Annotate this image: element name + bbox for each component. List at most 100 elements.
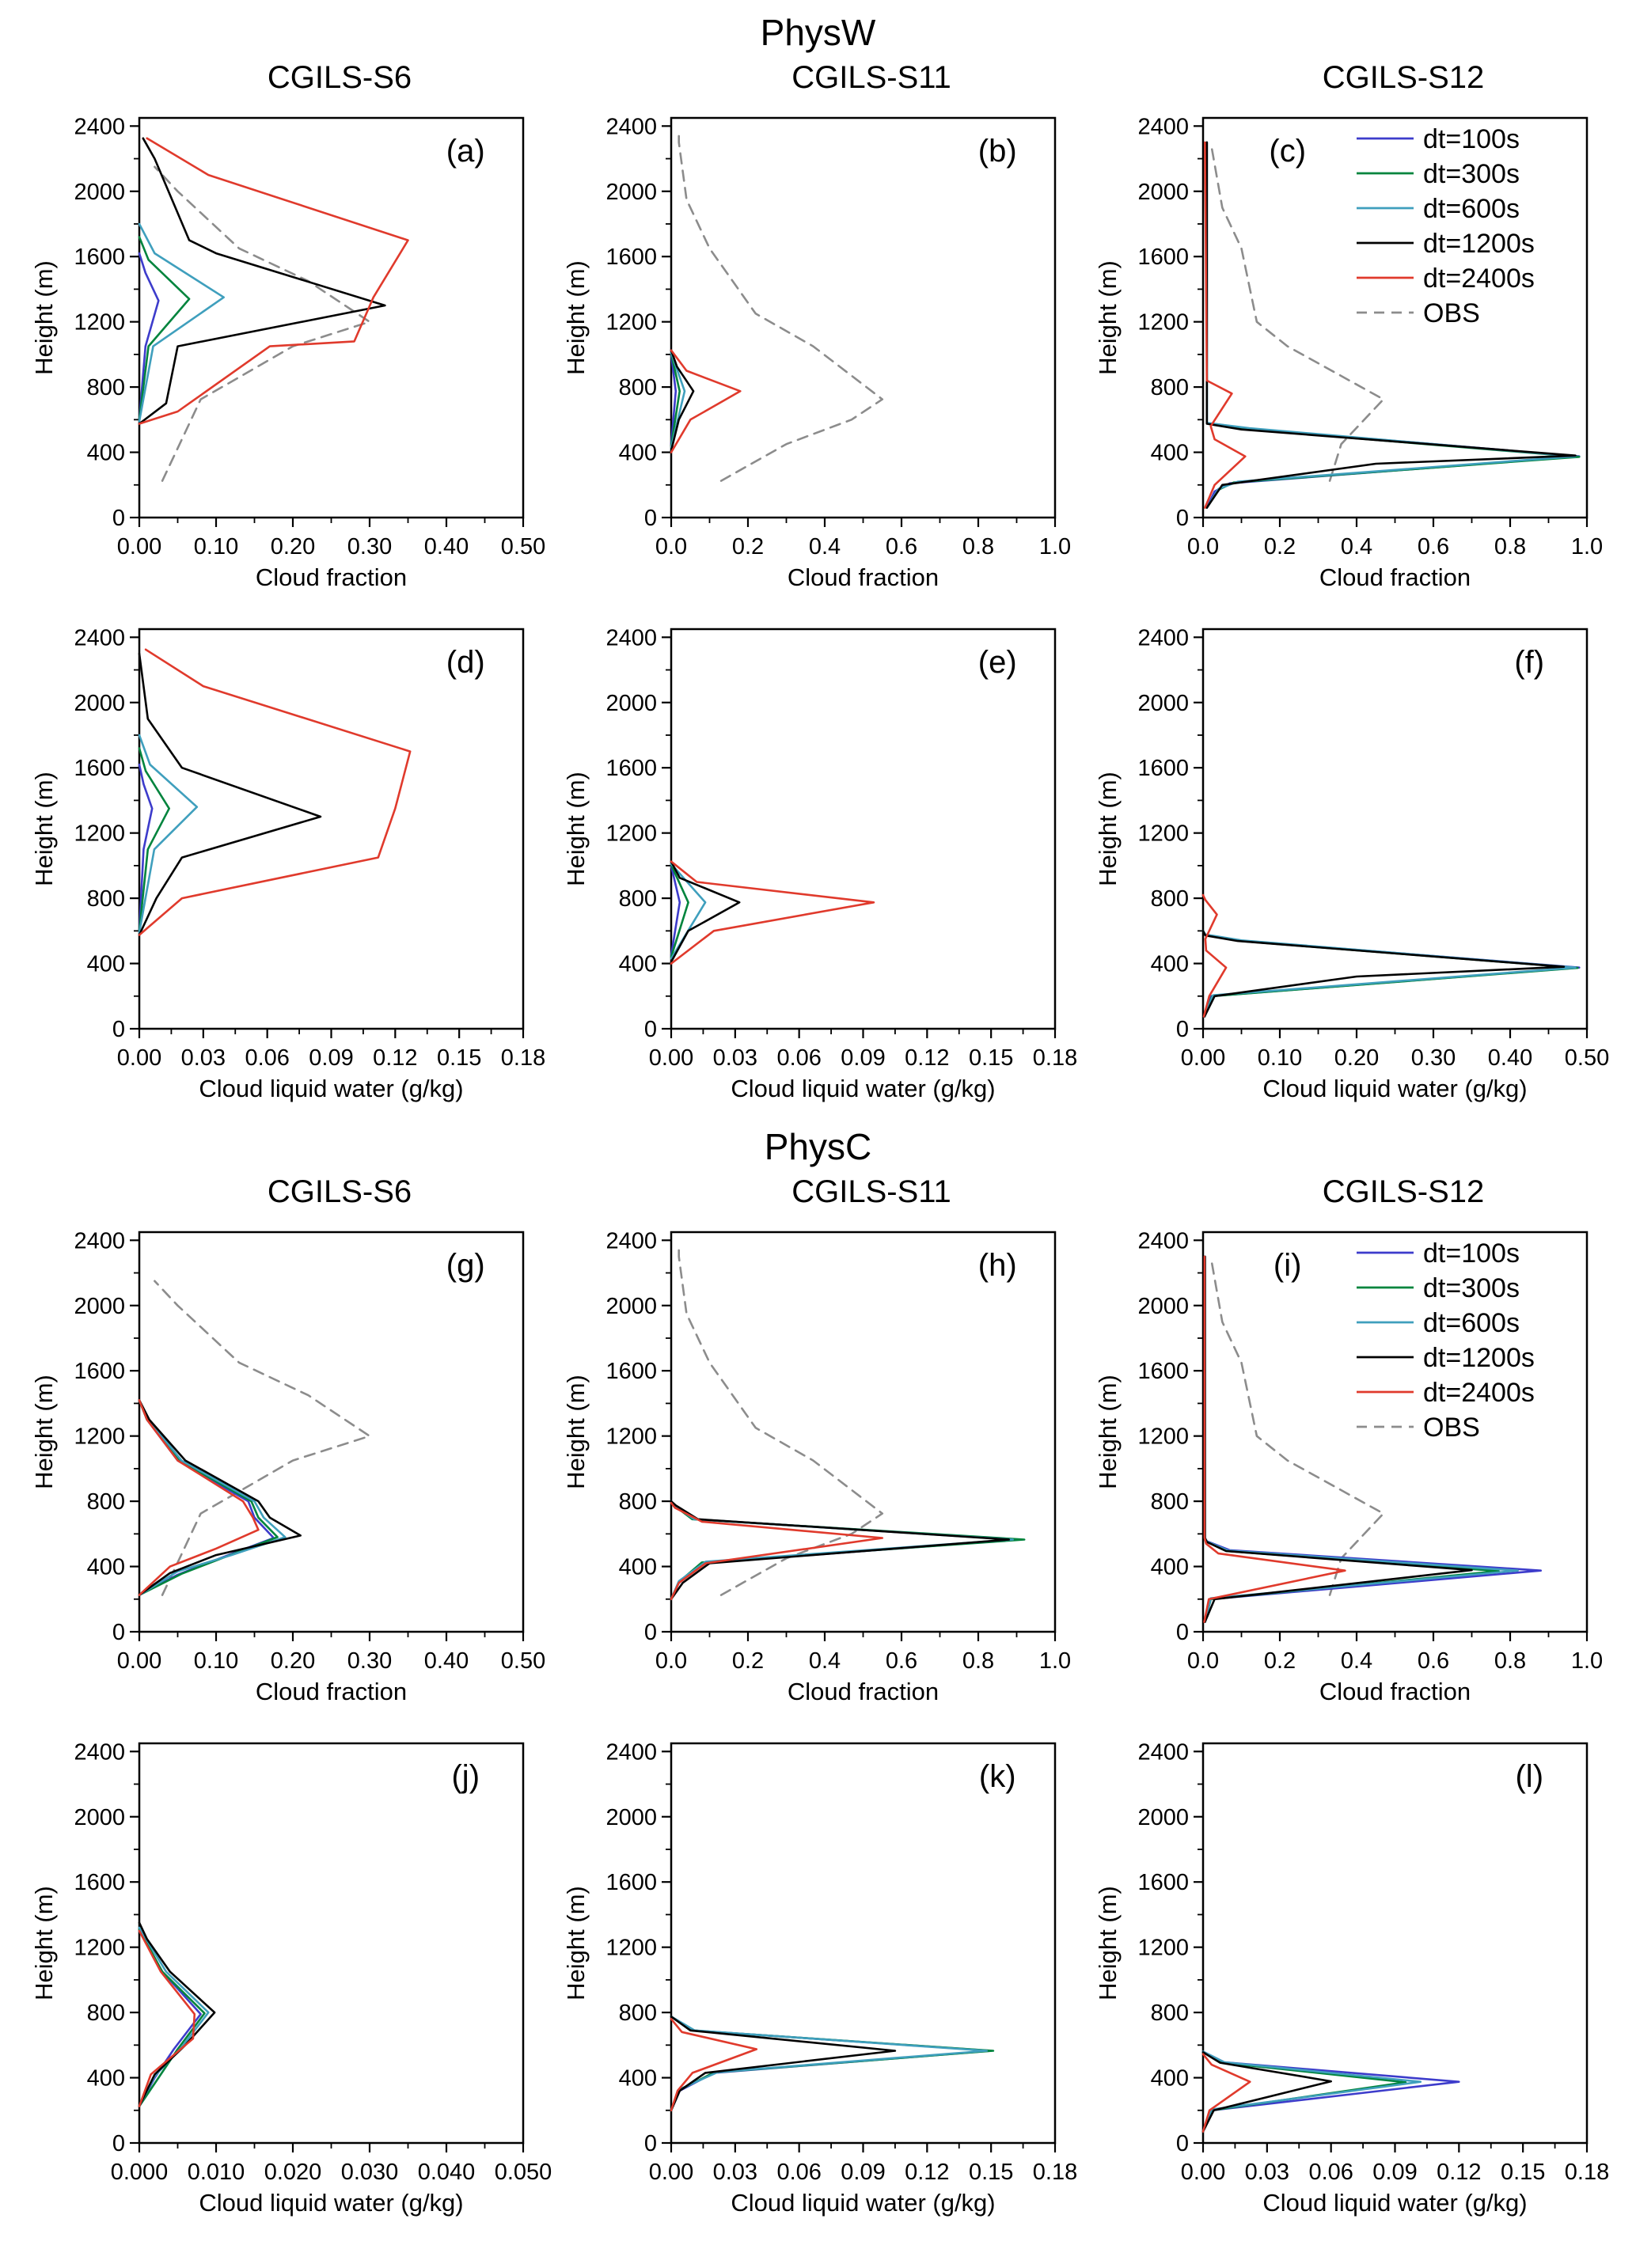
legend-label: dt=300s xyxy=(1423,1273,1520,1303)
panel-e-plot: 0 400 800 1200 1600 2000 2400 0.00 0.03 0.06 0.09 0… xyxy=(562,625,1077,1102)
series-line-dt-600s xyxy=(1201,2050,1422,2133)
x-tick-label: 0.8 xyxy=(1494,1648,1525,1674)
x-tick-label: 0.4 xyxy=(808,1648,840,1674)
y-tick-label: 2400 xyxy=(605,625,657,650)
y-tick-label: 1600 xyxy=(1137,756,1189,781)
x-tick-label: 0.50 xyxy=(1564,1045,1608,1071)
legend-label: OBS xyxy=(1423,298,1480,328)
x-axis-title: Cloud liquid water (g/kg) xyxy=(199,2189,463,2217)
y-tick-label: 0 xyxy=(1175,1017,1188,1042)
y-tick-label: 800 xyxy=(86,886,124,912)
panel-grid-physw: 0 400 800 1200 1600 2000 2400 0.00 0.10 0.20 0.30 0… xyxy=(21,98,1616,1108)
series-group xyxy=(138,1921,215,2107)
y-tick-label: 2000 xyxy=(1137,1805,1189,1830)
y-tick-label: 800 xyxy=(618,1489,656,1515)
panel-letter: (a) xyxy=(446,134,484,169)
x-tick-label: 0.10 xyxy=(193,1648,237,1674)
y-tick-label: 400 xyxy=(618,2066,656,2092)
y-tick-label: 2400 xyxy=(74,1739,125,1765)
y-tick-label: 0 xyxy=(112,506,124,531)
y-tick-label: 0 xyxy=(643,1017,656,1042)
series-line-dt-300s xyxy=(670,863,689,958)
section-title-physc: PhysC xyxy=(764,1126,872,1167)
x-tick-label: 0.10 xyxy=(1257,1045,1301,1071)
x-tick-label: 0.06 xyxy=(776,2160,821,2185)
panel-c-plot: 0 400 800 1200 1600 2000 2400 0.0 0.2 0.4 0.6 0.8 1.… xyxy=(1094,114,1603,591)
y-tick-label: 1200 xyxy=(605,310,657,336)
y-tick-label: 2000 xyxy=(74,180,125,205)
y-axis-title: Height (m) xyxy=(562,260,590,375)
y-axis-title: Height (m) xyxy=(1094,260,1122,375)
series-line-dt-2400s xyxy=(138,648,412,936)
x-tick-label: 0.09 xyxy=(1372,2160,1417,2185)
section-title-physw: PhysW xyxy=(760,12,876,53)
panel-letter: (d) xyxy=(446,645,484,680)
y-tick-label: 1600 xyxy=(74,1870,125,1895)
y-tick-label: 400 xyxy=(618,441,656,466)
section-physw: PhysW CGILS-S6 CGILS-S11 CGILS-S12 0 400 8… xyxy=(21,11,1616,1108)
x-tick-label: 0.8 xyxy=(962,1648,993,1674)
x-tick-label: 0.010 xyxy=(187,2160,245,2185)
axes-frame xyxy=(138,116,524,519)
x-tick-label: 1.0 xyxy=(1038,1648,1070,1674)
y-tick-label: 1600 xyxy=(605,245,657,270)
y-tick-label: 400 xyxy=(1150,952,1188,977)
y-tick-label: 0 xyxy=(643,1620,656,1645)
y-tick-label: 800 xyxy=(618,375,656,400)
series-line-dt-1200s xyxy=(138,137,386,425)
panel-letter: (j) xyxy=(451,1759,480,1794)
y-tick-label: 2400 xyxy=(605,114,657,139)
x-tick-label: 0.040 xyxy=(417,2160,475,2185)
series-line-dt-2400s xyxy=(138,137,409,425)
y-tick-label: 1600 xyxy=(1137,1870,1189,1895)
column-titles-physw: CGILS-S6 CGILS-S11 CGILS-S12 xyxy=(21,57,1616,98)
x-axis-title: Cloud fraction xyxy=(255,1678,406,1705)
x-tick-label: 1.0 xyxy=(1570,534,1602,559)
x-tick-label: 1.0 xyxy=(1570,1648,1602,1674)
x-axis-title: Cloud fraction xyxy=(1319,1678,1470,1705)
panel-letter: (b) xyxy=(977,134,1016,169)
series-line-dt-600s xyxy=(138,734,198,934)
x-tick-label: 0.4 xyxy=(1340,1648,1372,1674)
y-axis-title: Height (m) xyxy=(30,1375,58,1489)
x-tick-label: 0.12 xyxy=(373,1045,417,1071)
x-tick-label: 0.020 xyxy=(264,2160,321,2185)
series-line-obs xyxy=(153,1280,370,1596)
y-tick-label: 0 xyxy=(112,1620,124,1645)
x-tick-label: 0.00 xyxy=(1180,2160,1224,2185)
y-tick-label: 1200 xyxy=(605,1424,657,1450)
legend-label: dt=2400s xyxy=(1423,264,1535,294)
series-line-obs xyxy=(153,165,370,482)
panel-grid-physc: 0 400 800 1200 1600 2000 2400 0.00 0.10 0.20 0.30 0… xyxy=(21,1212,1616,2222)
series-line-obs xyxy=(677,133,883,482)
series-line-dt-2400s xyxy=(670,2017,757,2112)
y-tick-label: 1600 xyxy=(1137,1359,1189,1384)
y-tick-label: 400 xyxy=(86,2066,124,2092)
x-tick-label: 0.18 xyxy=(1032,1045,1076,1071)
y-tick-label: 2000 xyxy=(605,1294,657,1319)
series-line-dt-1200s xyxy=(670,349,694,452)
x-axis-title: Cloud liquid water (g/kg) xyxy=(1262,1075,1527,1102)
panel-letter: (g) xyxy=(446,1248,484,1283)
x-tick-label: 0.40 xyxy=(423,534,468,559)
series-line-dt-100s xyxy=(138,763,153,932)
series-group xyxy=(1203,141,1581,509)
x-tick-label: 0.00 xyxy=(1180,1045,1224,1071)
x-tick-label: 0.18 xyxy=(500,1045,545,1071)
panel-b-plot: 0 400 800 1200 1600 2000 2400 0.0 0.2 0.4 0.6 0.8 1.… xyxy=(562,114,1071,591)
x-tick-label: 0.06 xyxy=(1308,2160,1353,2185)
x-tick-label: 0.18 xyxy=(1564,2160,1608,2185)
y-tick-label: 400 xyxy=(86,1555,124,1580)
panel-i-plot: 0 400 800 1200 1600 2000 2400 0.0 0.2 0.4 0.6 0.8 1.… xyxy=(1094,1228,1603,1705)
y-tick-label: 2400 xyxy=(1137,114,1189,139)
legend-label: dt=1200s xyxy=(1423,229,1535,259)
y-tick-label: 800 xyxy=(86,1489,124,1515)
series-line-dt-300s xyxy=(138,1399,279,1596)
panel-k-plot: 0 400 800 1200 1600 2000 2400 0.00 0.03 0.06 0.09 0… xyxy=(562,1739,1077,2217)
series-line-dt-1200s xyxy=(670,2015,896,2112)
axes-frame xyxy=(670,1742,1056,2145)
x-tick-label: 0.00 xyxy=(648,2160,693,2185)
series-line-dt-1200s xyxy=(670,1500,1010,1601)
y-axis-title: Height (m) xyxy=(1094,1886,1122,2001)
x-tick-label: 0.000 xyxy=(110,2160,168,2185)
